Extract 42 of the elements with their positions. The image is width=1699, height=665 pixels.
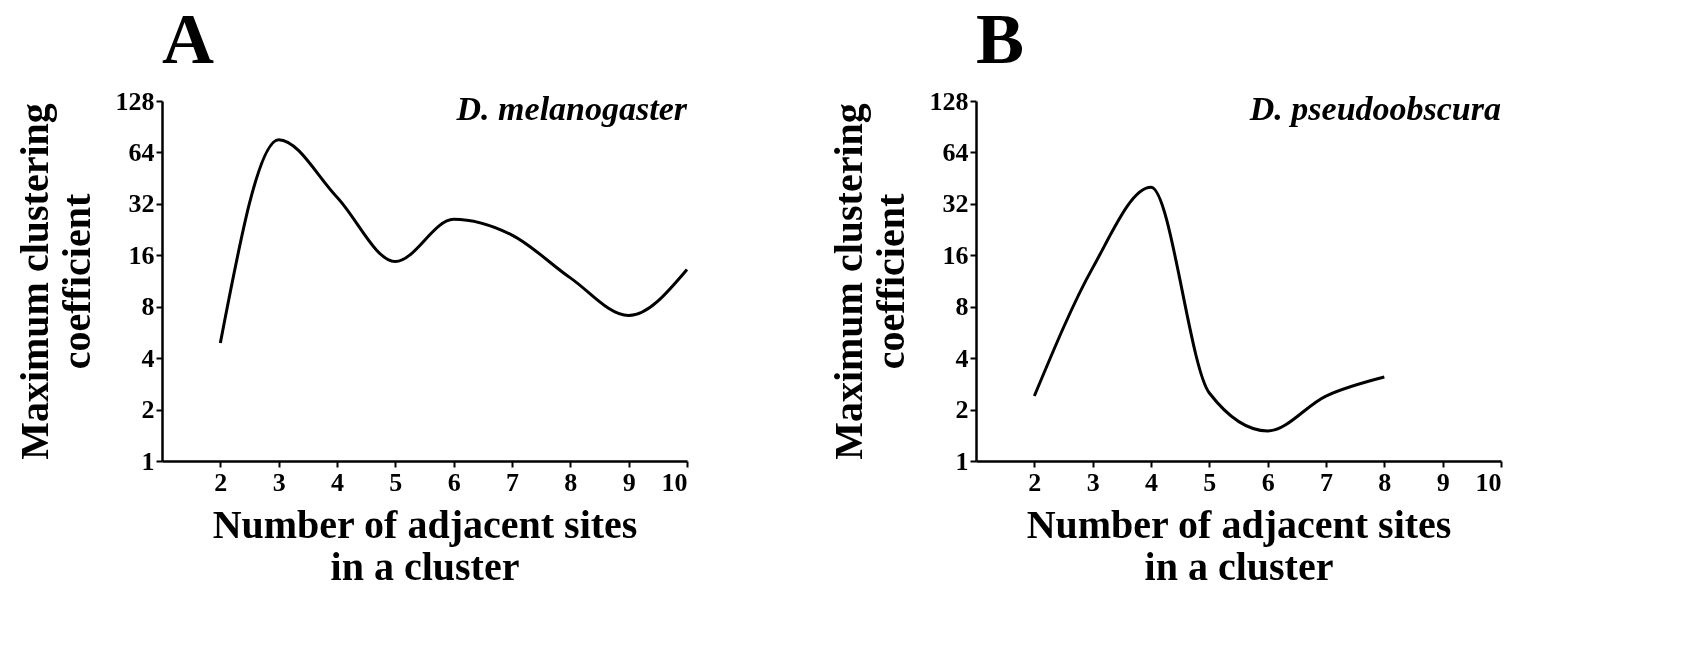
x-tick-label: 9: [1436, 467, 1450, 497]
x-tick-label: 6: [1261, 467, 1275, 497]
y-tick-label: 64: [942, 137, 969, 167]
x-tick-label: 7: [1320, 467, 1333, 497]
y-tick-label: 128: [929, 86, 969, 116]
x-tick-label: 5: [1203, 467, 1217, 497]
x-tick-label: 2: [214, 467, 228, 497]
y-tick-label: 128: [115, 86, 155, 116]
y-tick-label: 4: [955, 343, 969, 373]
y-tick-label: 1: [141, 446, 155, 476]
x-tick-label: 7: [506, 467, 519, 497]
y-tick-label: 32: [128, 189, 155, 219]
y-tick-label: 32: [942, 189, 969, 219]
x-tick-label: 4: [331, 467, 344, 497]
x-tick-label: 2: [1028, 467, 1042, 497]
y-tick-label: 8: [955, 292, 969, 322]
y-tick-label: 16: [128, 240, 155, 270]
y-tick-label: 64: [128, 137, 155, 167]
x-tick-label: 6: [447, 467, 461, 497]
x-tick-label: 10: [1475, 467, 1502, 497]
chart-title: A: [162, 0, 214, 79]
x-tick-label: 3: [272, 467, 286, 497]
x-tick-label: 8: [1378, 467, 1392, 497]
annotation: D. pseudoobscura: [1248, 90, 1501, 127]
chart-title: B: [976, 0, 1025, 79]
x-tick-label: 3: [1086, 467, 1100, 497]
y-tick-label: 16: [942, 240, 969, 270]
x-tick-label: 5: [389, 467, 403, 497]
line-series: [218, 138, 689, 345]
text: Number of adjacent sites: [1026, 501, 1452, 547]
x-tick-label: 4: [1145, 467, 1158, 497]
y-tick-label: 2: [955, 395, 969, 425]
text: Number of adjacent sites: [212, 501, 638, 547]
y-tick-label: 8: [141, 292, 155, 322]
y-tick-label: 4: [141, 343, 155, 373]
x-tick-label: 8: [564, 467, 578, 497]
line-series: [1032, 185, 1386, 433]
y-tick-label: 1: [955, 446, 969, 476]
x-tick-label: 10: [661, 467, 688, 497]
y-tick-label: 2: [141, 395, 155, 425]
annotation: D. melanogaster: [455, 90, 688, 127]
x-tick-label: 9: [622, 467, 636, 497]
